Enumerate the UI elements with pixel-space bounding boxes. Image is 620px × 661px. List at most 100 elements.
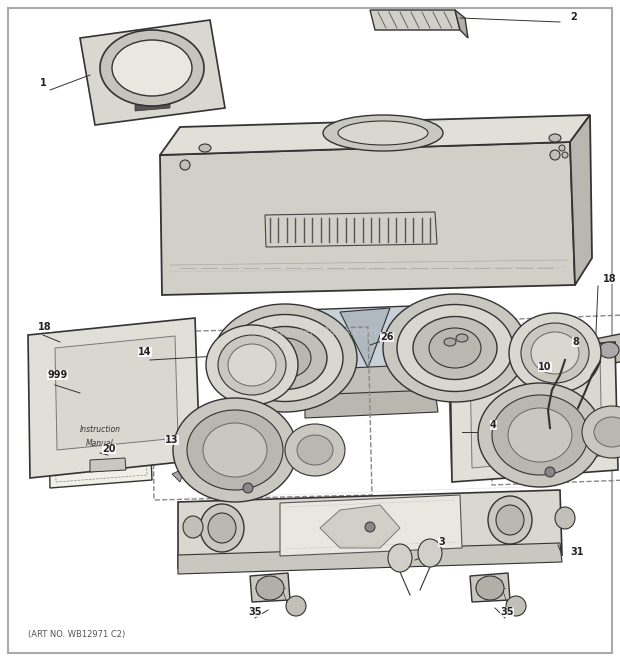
Polygon shape [48,385,152,488]
Ellipse shape [550,150,560,160]
Polygon shape [178,490,562,568]
Text: 13: 13 [165,435,179,445]
Ellipse shape [478,383,602,487]
Ellipse shape [100,30,204,106]
Polygon shape [455,10,468,38]
Text: 26: 26 [380,332,394,342]
Text: 14: 14 [138,347,151,357]
Ellipse shape [388,544,412,572]
Text: 35: 35 [248,607,262,617]
Text: 2: 2 [570,12,577,22]
Ellipse shape [506,596,526,616]
Text: 8: 8 [572,337,579,347]
Polygon shape [300,305,445,378]
Ellipse shape [243,327,327,389]
Polygon shape [500,454,513,468]
Ellipse shape [488,496,532,544]
Text: 3: 3 [438,537,445,547]
Ellipse shape [599,342,619,358]
Text: 31: 31 [570,547,583,557]
Ellipse shape [594,417,620,447]
Polygon shape [340,308,390,368]
Ellipse shape [418,539,442,567]
Ellipse shape [227,315,343,401]
Ellipse shape [208,513,236,543]
Ellipse shape [256,576,284,600]
Ellipse shape [200,504,244,552]
Text: 999: 999 [47,370,67,380]
Polygon shape [320,505,400,548]
Text: 4: 4 [490,420,497,430]
Ellipse shape [509,313,601,393]
Ellipse shape [323,115,443,151]
Text: Manual: Manual [86,440,114,449]
Polygon shape [470,573,510,602]
Ellipse shape [476,576,504,600]
Polygon shape [370,10,460,30]
Text: 18: 18 [603,274,617,284]
Polygon shape [55,336,178,450]
Ellipse shape [562,152,568,158]
Ellipse shape [243,483,253,493]
Polygon shape [510,462,546,477]
Ellipse shape [286,596,306,616]
Polygon shape [80,20,225,125]
Ellipse shape [213,304,357,412]
Text: (ART NO. WB12971 C2): (ART NO. WB12971 C2) [28,631,125,639]
Ellipse shape [187,410,283,490]
Ellipse shape [508,408,572,462]
Ellipse shape [285,424,345,476]
Ellipse shape [259,338,311,378]
Polygon shape [310,364,430,400]
Polygon shape [450,342,618,482]
Polygon shape [48,390,68,410]
Polygon shape [90,458,126,472]
Ellipse shape [413,317,497,379]
Ellipse shape [383,294,527,402]
Polygon shape [172,468,185,482]
Polygon shape [160,142,575,295]
Text: 1: 1 [40,78,46,88]
Polygon shape [570,115,592,285]
Polygon shape [178,543,562,574]
Ellipse shape [297,435,333,465]
Ellipse shape [173,398,297,502]
Ellipse shape [531,332,579,374]
Ellipse shape [444,338,456,346]
FancyBboxPatch shape [8,8,612,653]
Ellipse shape [228,344,276,386]
Ellipse shape [496,505,524,535]
Ellipse shape [492,395,588,475]
Polygon shape [135,102,170,111]
Text: eReplacementParts.com: eReplacementParts.com [242,327,378,337]
Ellipse shape [338,121,428,145]
Ellipse shape [456,334,468,342]
Ellipse shape [199,144,211,152]
Ellipse shape [549,134,561,142]
Polygon shape [590,333,620,368]
Ellipse shape [545,467,555,477]
Ellipse shape [206,325,298,405]
Polygon shape [305,390,438,418]
Ellipse shape [397,305,513,391]
Ellipse shape [521,323,589,383]
Polygon shape [250,573,290,602]
Text: 18: 18 [38,322,51,332]
Ellipse shape [429,328,481,368]
Ellipse shape [582,406,620,458]
Polygon shape [48,435,97,468]
Ellipse shape [555,507,575,529]
Ellipse shape [203,423,267,477]
Ellipse shape [559,145,565,151]
Ellipse shape [112,40,192,96]
Ellipse shape [183,516,203,538]
Ellipse shape [218,335,286,395]
Text: 20: 20 [102,444,115,454]
Text: 35: 35 [500,607,513,617]
Text: Instruction: Instruction [79,426,120,434]
Polygon shape [280,495,462,556]
Polygon shape [28,318,200,478]
Polygon shape [160,115,590,155]
Polygon shape [470,354,602,468]
Ellipse shape [365,522,375,532]
